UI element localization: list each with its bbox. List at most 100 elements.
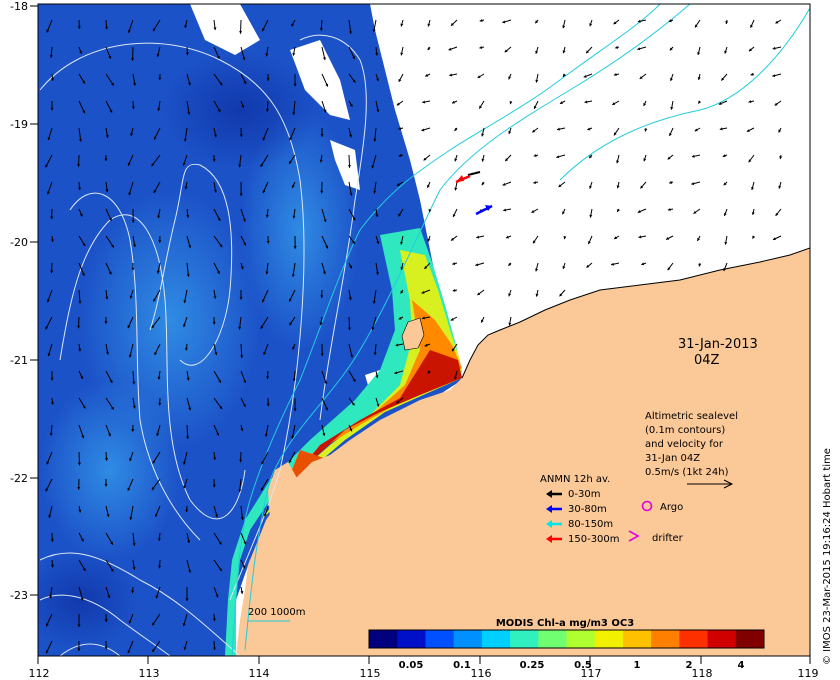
velocity-arrow-head bbox=[724, 241, 728, 245]
velocity-arrow-head bbox=[242, 403, 246, 407]
velocity-arrow-head bbox=[373, 138, 377, 142]
velocity-arrow-head bbox=[185, 598, 189, 601]
velocity-arrow-head bbox=[450, 22, 454, 26]
velocity-arrow-head bbox=[238, 326, 242, 330]
velocity-arrow-head bbox=[748, 48, 752, 52]
altimetry-note: Altimetric sealevel (0.1m contours) and … bbox=[645, 411, 738, 489]
velocity-arrow-head bbox=[265, 271, 269, 275]
velocity-arrow-head bbox=[183, 646, 187, 650]
velocity-arrow-head bbox=[352, 79, 356, 83]
velocity-arrow-head bbox=[589, 214, 593, 218]
velocity-arrow-head bbox=[320, 134, 324, 137]
velocity-arrow-head bbox=[45, 488, 49, 492]
velocity-arrow-head bbox=[371, 327, 375, 331]
colorbar-cell bbox=[735, 630, 765, 648]
velocity-arrow-head bbox=[772, 46, 776, 50]
velocity-arrow-head bbox=[217, 217, 221, 221]
velocity-arrow-head bbox=[261, 299, 265, 303]
plot-frame bbox=[37, 3, 811, 657]
velocity-arrow-head bbox=[130, 132, 134, 136]
velocity-arrow-head bbox=[155, 513, 158, 517]
velocity-arrow-head bbox=[108, 271, 112, 275]
velocity-arrow-head bbox=[616, 160, 620, 164]
velocity-arrow-head bbox=[212, 321, 216, 325]
velocity-arrow-head bbox=[454, 376, 458, 380]
velocity-arrow-head bbox=[45, 650, 49, 654]
velocity-arrow-head bbox=[47, 191, 50, 195]
velocity-arrow-head bbox=[352, 217, 356, 221]
velocity-arrow-head bbox=[638, 235, 642, 239]
velocity-arrow-head bbox=[242, 57, 246, 61]
velocity-arrow-head bbox=[349, 428, 353, 432]
velocity-arrow-head bbox=[480, 319, 484, 323]
map-time: 04Z bbox=[694, 353, 720, 368]
velocity-arrow-head bbox=[45, 164, 49, 168]
velocity-arrow-head bbox=[373, 190, 377, 194]
velocity-arrow-head bbox=[400, 52, 404, 56]
lon-tick: 113 bbox=[139, 667, 160, 680]
colorbar-cell bbox=[707, 630, 737, 648]
velocity-arrow-head bbox=[508, 322, 512, 326]
velocity-arrow-head bbox=[104, 158, 108, 162]
velocity-arrow-head bbox=[505, 158, 509, 162]
velocity-arrow-head bbox=[110, 541, 113, 545]
velocity-arrow-head bbox=[104, 646, 108, 650]
velocity-arrow-head bbox=[319, 159, 323, 163]
velocity-arrow-head bbox=[262, 190, 266, 194]
velocity-arrow-head bbox=[238, 489, 242, 493]
velocity-arrow-head bbox=[157, 215, 161, 219]
velocity-arrow-head bbox=[243, 380, 247, 384]
velocity-arrow-head bbox=[50, 239, 54, 242]
velocity-arrow-head bbox=[261, 461, 265, 465]
velocity-arrow-head bbox=[154, 351, 158, 355]
lon-tick: 119 bbox=[798, 667, 819, 680]
velocity-arrow-head bbox=[183, 300, 187, 304]
velocity-arrow-head bbox=[158, 77, 162, 81]
velocity-arrow-head bbox=[128, 354, 132, 358]
note-line: Altimetric sealevel bbox=[645, 411, 738, 422]
velocity-arrow-head bbox=[50, 377, 54, 381]
legend-label: 80-150m bbox=[568, 519, 613, 530]
velocity-arrow-head bbox=[240, 517, 244, 520]
velocity-arrow-head bbox=[108, 433, 111, 437]
velocity-arrow-head bbox=[533, 180, 537, 184]
velocity-arrow-head bbox=[670, 106, 674, 110]
velocity-arrow-head bbox=[398, 316, 402, 320]
velocity-arrow-head bbox=[779, 156, 783, 159]
velocity-arrow-head bbox=[451, 237, 455, 241]
velocity-arrow-head bbox=[182, 162, 186, 166]
velocity-arrow-head bbox=[212, 159, 216, 162]
velocity-arrow-head bbox=[562, 25, 566, 29]
velocity-arrow-head bbox=[372, 29, 376, 32]
velocity-arrow-head bbox=[80, 376, 84, 379]
velocity-arrow-head bbox=[127, 487, 131, 491]
velocity-arrow-head bbox=[216, 55, 220, 59]
velocity-arrow-head bbox=[219, 82, 223, 86]
velocity-arrow-head bbox=[398, 153, 402, 157]
velocity-arrow-head bbox=[502, 182, 506, 186]
velocity-arrow-head bbox=[502, 20, 506, 24]
velocity-arrow-head bbox=[109, 217, 112, 221]
velocity-arrow-head bbox=[131, 267, 135, 271]
velocity-arrow-head bbox=[215, 594, 219, 598]
colorbar-tick: 0.5 bbox=[574, 660, 592, 671]
velocity-arrow-head bbox=[186, 215, 190, 218]
velocity-arrow-head bbox=[80, 538, 84, 542]
velocity-arrow-head bbox=[669, 180, 673, 184]
velocity-arrow-head bbox=[260, 325, 264, 329]
velocity-arrow-head bbox=[372, 300, 376, 304]
velocity-arrow-head bbox=[49, 55, 53, 58]
velocity-arrow-head bbox=[718, 102, 722, 105]
velocity-arrow-head bbox=[107, 595, 111, 599]
cloud-gap bbox=[290, 40, 350, 120]
velocity-arrow-head bbox=[775, 20, 779, 24]
velocity-arrow-head bbox=[697, 237, 700, 241]
velocity-arrow-head bbox=[422, 316, 425, 320]
velocity-arrow-head bbox=[322, 57, 326, 61]
velocity-arrow-head bbox=[214, 352, 218, 356]
lon-tick: 117 bbox=[581, 667, 602, 680]
velocity-arrow-head bbox=[108, 55, 112, 59]
velocity-arrow-head bbox=[557, 127, 560, 131]
velocity-arrow-head bbox=[586, 50, 589, 54]
isobath-key: 200 1000m bbox=[248, 607, 305, 618]
